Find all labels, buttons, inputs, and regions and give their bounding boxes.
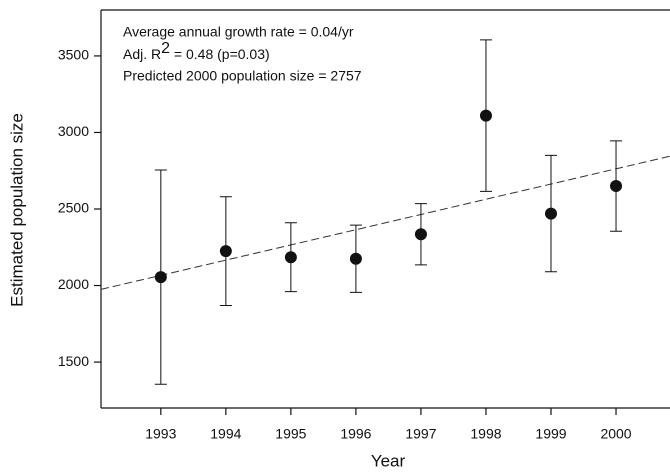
data-point [154, 271, 167, 284]
x-tick-label: 1994 [210, 426, 241, 442]
y-tick-label: 3000 [58, 123, 89, 139]
annotation-part: = 0.48 (p=0.03) [170, 46, 270, 62]
data-point [610, 180, 623, 193]
x-tick-label: 2000 [600, 426, 631, 442]
y-tick-label: 2500 [58, 200, 89, 216]
annotation: Adj. R2 = 0.48 (p=0.03) [123, 40, 270, 61]
x-tick-label: 1993 [145, 426, 176, 442]
trend-line [100, 155, 670, 290]
data-point [284, 251, 297, 264]
y-tick-label: 3500 [58, 47, 89, 63]
y-tick-label: 1500 [58, 353, 89, 369]
x-tick-label: 1999 [535, 426, 566, 442]
x-axis-title: Year [371, 451, 406, 470]
y-tick-label: 2000 [58, 276, 89, 292]
x-tick-label: 1995 [275, 426, 306, 442]
data-point [544, 207, 557, 220]
annotation: Predicted 2000 population size = 2757 [123, 68, 362, 84]
data-point [479, 109, 492, 122]
x-tick-label: 1997 [405, 426, 436, 442]
annotation-part: Adj. R [123, 46, 161, 62]
x-tick-label: 1998 [470, 426, 501, 442]
annotation-superscript: 2 [161, 40, 170, 57]
data-point [414, 228, 427, 241]
annotation: Average annual growth rate = 0.04/yr [123, 24, 354, 40]
data-point [219, 245, 232, 258]
x-tick-label: 1996 [340, 426, 371, 442]
data-point [349, 252, 362, 265]
y-axis-title: Estimated population size [7, 113, 26, 307]
